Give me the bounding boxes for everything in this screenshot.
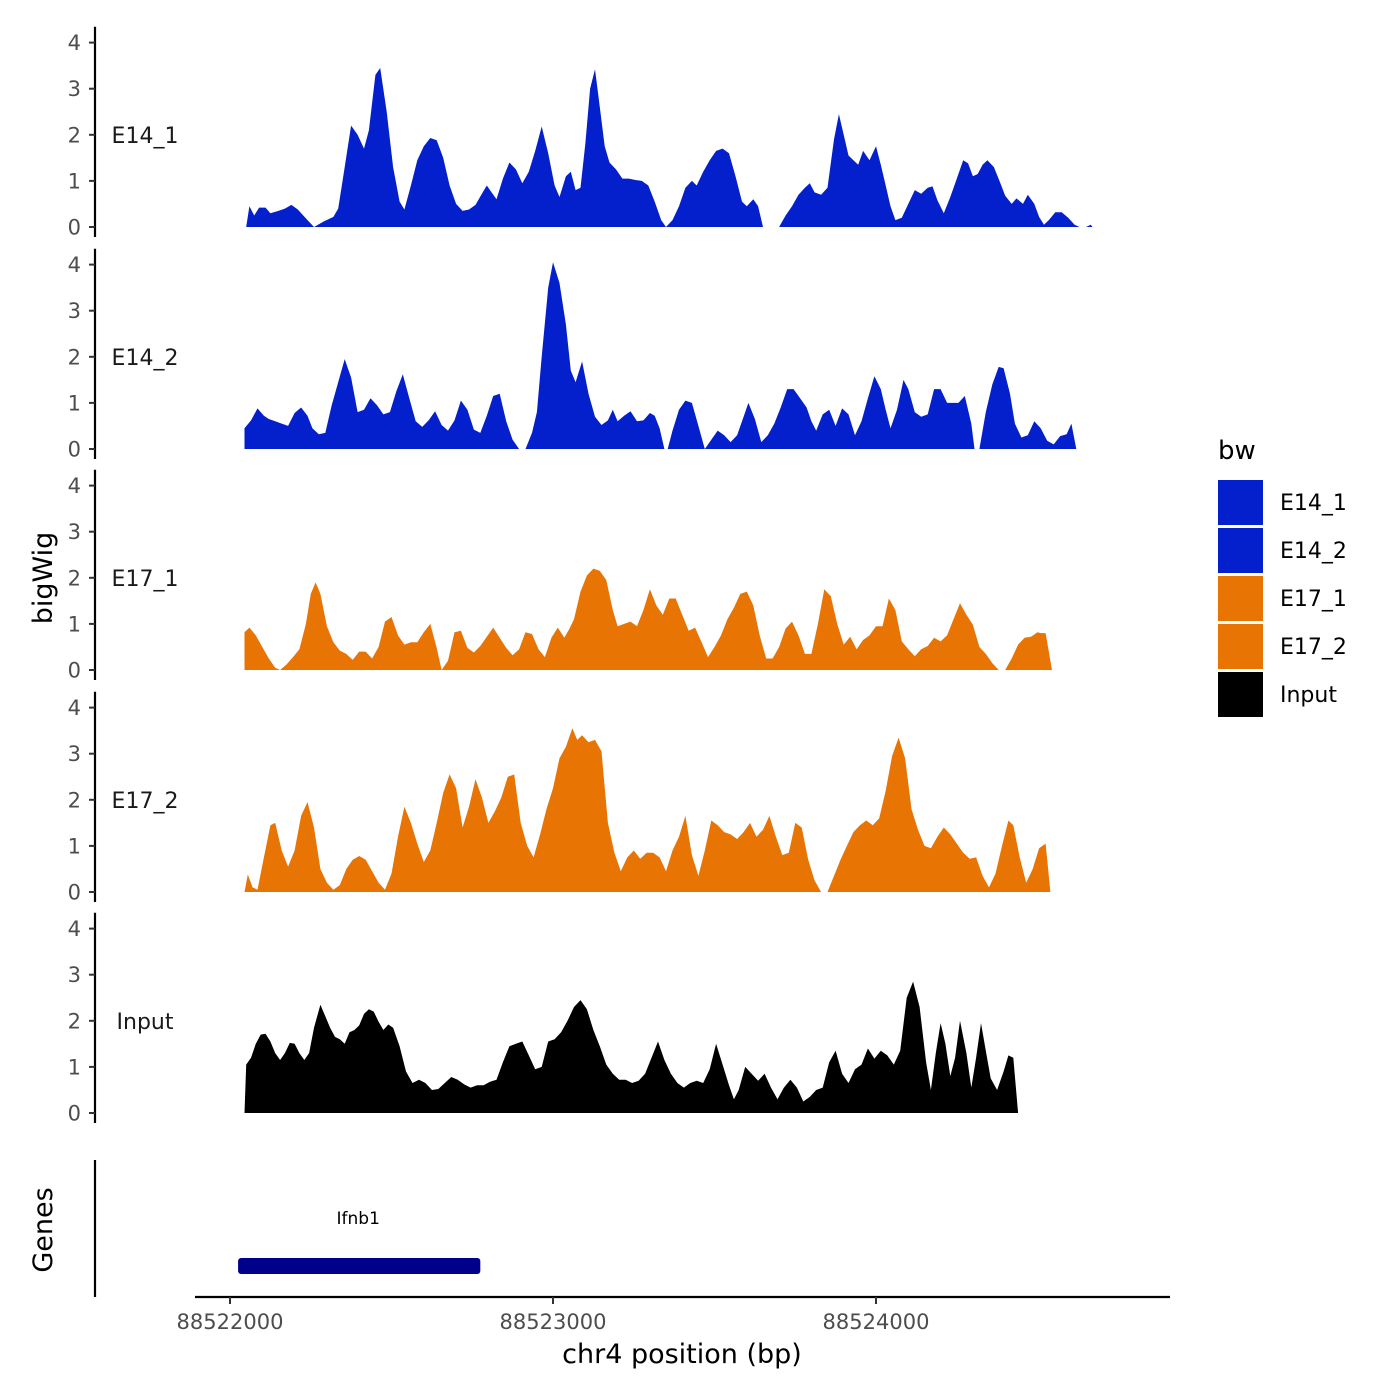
y-tick-label-E17_1-3: 3 [68,520,81,544]
y-tick-label-Input-4: 4 [68,917,81,941]
area-E14_2 [244,262,1077,449]
track-label-E17_1: E17_1 [112,567,179,592]
gene-bar-Ifnb1 [238,1258,481,1274]
x-axis-title: chr4 position (bp) [562,1339,802,1370]
area-E17_1 [244,568,1052,670]
y-tick-label-E14_2-2: 2 [68,345,81,369]
y-tick-label-E14_1-0: 0 [68,216,81,240]
y-tick-label-E17_1-2: 2 [68,566,81,590]
legend-swatch-Input [1218,672,1263,717]
y-tick-label-E14_2-0: 0 [68,438,81,462]
area-E14_1 [246,68,1093,227]
track-label-E14_1: E14_1 [112,124,179,149]
y-tick-label-E17_2-3: 3 [68,742,81,766]
y-tick-label-E17_1-1: 1 [68,612,81,636]
x-tick-label-88524000: 88524000 [823,1310,930,1334]
x-tick-label-88523000: 88523000 [500,1310,607,1334]
y-tick-label-E17_1-4: 4 [68,474,81,498]
genes-axis-title: Genes [28,1187,59,1272]
y-tick-label-E17_1-0: 0 [68,659,81,683]
legend-label-E14_1: E14_1 [1280,491,1347,516]
legend-label-E17_1: E17_1 [1280,587,1347,612]
legend-label-Input: Input [1280,683,1337,708]
track-E17_1: 0 1 2 3 4 E17_1 [68,469,1052,683]
track-label-E14_2: E14_2 [112,346,179,371]
y-tick-label-E17_2-4: 4 [68,696,81,720]
y-tick-label-E14_1-4: 4 [68,31,81,55]
legend-label-E14_2: E14_2 [1280,539,1347,564]
track-E17_2: 0 1 2 3 4 E17_2 [68,691,1051,905]
y-tick-label-E14_1-1: 1 [68,169,81,193]
x-tick-label-88522000: 88522000 [177,1310,284,1334]
y-axis-title: bigWig [28,532,59,625]
legend-swatch-E17_2 [1218,624,1263,669]
legend-swatch-E17_1 [1218,576,1263,621]
y-tick-label-Input-1: 1 [68,1055,81,1079]
area-Input [244,981,1019,1113]
y-tick-label-Input-2: 2 [68,1009,81,1033]
y-tick-label-E14_1-3: 3 [68,77,81,101]
y-tick-label-E14_2-4: 4 [68,253,81,277]
legend-swatch-E14_2 [1218,528,1263,573]
area-E17_2 [244,728,1051,892]
y-tick-label-E17_2-2: 2 [68,788,81,812]
legend-swatch-E14_1 [1218,480,1263,525]
y-tick-label-E14_1-2: 2 [68,123,81,147]
y-tick-label-E14_2-3: 3 [68,299,81,323]
track-label-E17_2: E17_2 [112,789,179,814]
y-tick-label-Input-0: 0 [68,1102,81,1126]
track-label-Input: Input [117,1010,174,1035]
track-E14_2: 0 1 2 3 4 E14_2 [68,248,1077,462]
legend-title: bw [1218,436,1256,466]
gene-label-Ifnb1: Ifnb1 [337,1209,380,1229]
x-axis: 88522000 88523000 88524000 [177,1295,1170,1334]
y-tick-label-E17_2-1: 1 [68,834,81,858]
genes-track: Ifnb1 [93,1160,481,1297]
legend: bw E14_1 E14_2 E17_1 E17_2 Input [1218,436,1347,717]
track-E14_1: 0 1 2 3 4 E14_1 [68,26,1093,240]
legend-label-E17_2: E17_2 [1280,635,1347,660]
y-tick-label-E17_2-0: 0 [68,881,81,905]
tracks-group: 0 1 2 3 4 E14_1 0 1 2 3 4 E14_2 0 1 2 3 4 E17_1 0 1 2 3 4 E17_2… [68,26,1093,1126]
y-tick-label-E14_2-1: 1 [68,391,81,415]
y-tick-label-Input-3: 3 [68,963,81,987]
track-Input: 0 1 2 3 4 Input [68,912,1019,1126]
